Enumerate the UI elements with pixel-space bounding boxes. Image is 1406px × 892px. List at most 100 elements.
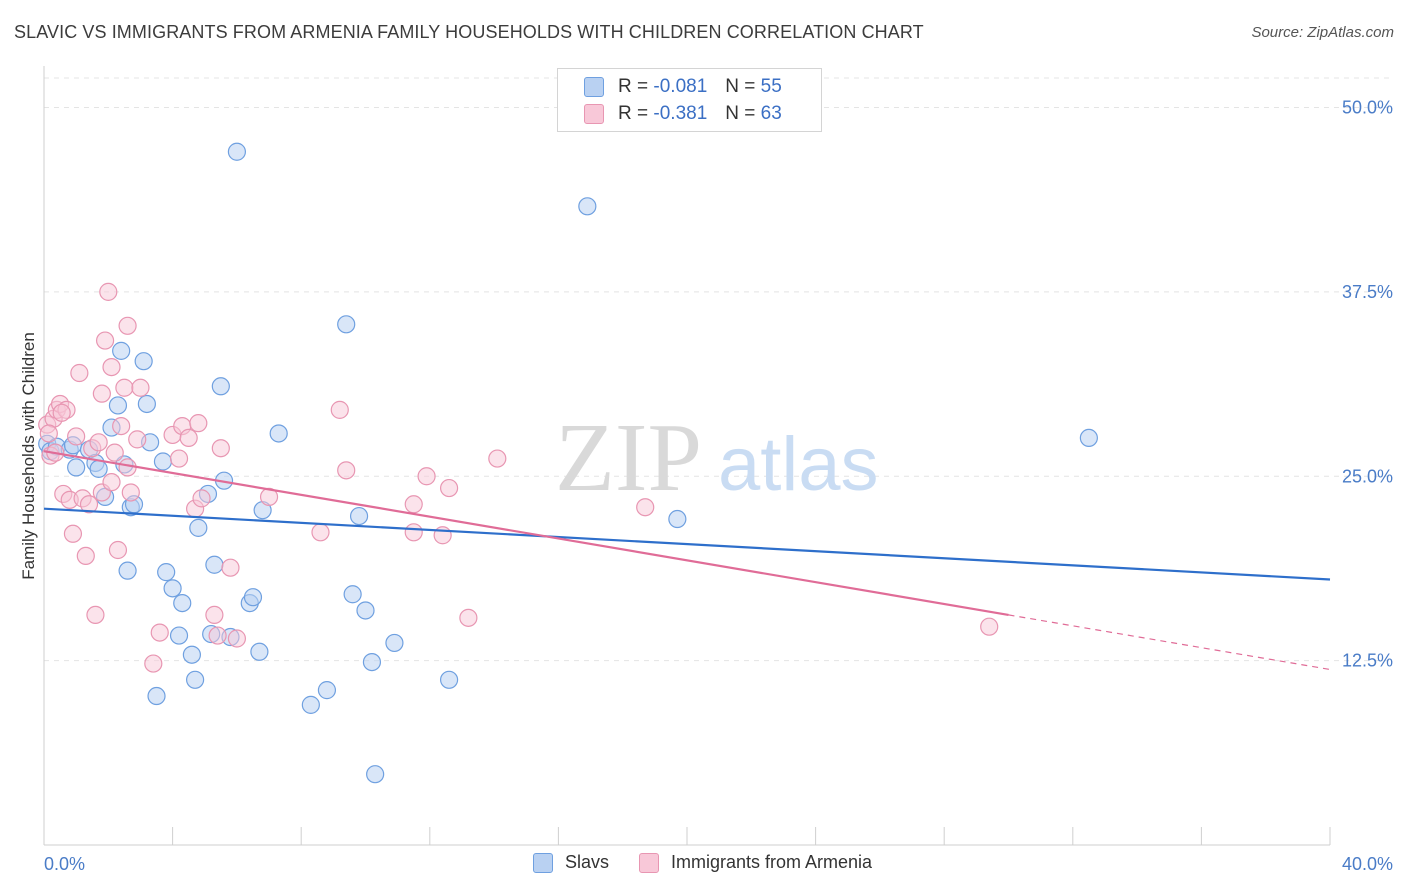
point-armenia[interactable] <box>92 384 111 403</box>
point-armenia[interactable] <box>121 483 140 502</box>
point-slavs[interactable] <box>366 765 385 784</box>
point-armenia[interactable] <box>118 316 137 335</box>
point-armenia[interactable] <box>86 605 105 625</box>
point-armenia[interactable] <box>488 449 507 468</box>
point-slavs[interactable] <box>205 555 224 574</box>
point-armenia[interactable] <box>105 443 124 462</box>
point-armenia[interactable] <box>417 467 436 486</box>
point-armenia[interactable] <box>439 478 459 498</box>
point-armenia[interactable] <box>99 282 118 301</box>
legend-n-label: N = <box>725 76 756 97</box>
point-armenia[interactable] <box>128 430 147 449</box>
point-armenia[interactable] <box>208 626 227 645</box>
point-slavs[interactable] <box>137 394 156 414</box>
point-slavs[interactable] <box>385 633 404 653</box>
point-armenia[interactable] <box>95 331 115 350</box>
point-slavs[interactable] <box>301 695 320 714</box>
point-armenia[interactable] <box>63 524 83 543</box>
point-slavs[interactable] <box>243 588 263 607</box>
y-tick-label: 50.0% <box>1342 98 1393 118</box>
point-armenia[interactable] <box>102 473 121 492</box>
point-armenia[interactable] <box>221 558 240 577</box>
point-armenia[interactable] <box>70 363 89 383</box>
point-armenia[interactable] <box>115 378 134 397</box>
point-slavs[interactable] <box>578 197 597 216</box>
point-slavs[interactable] <box>1079 428 1098 447</box>
point-armenia[interactable] <box>330 400 349 419</box>
legend-item-slavs[interactable]: Slavs <box>533 852 609 873</box>
point-armenia[interactable] <box>76 546 95 566</box>
point-slavs[interactable] <box>169 626 189 645</box>
legend-row-armenia: R = -0.381 N = 63 <box>584 101 782 127</box>
x-tick-max: 40.0% <box>1342 854 1393 874</box>
point-slavs[interactable] <box>186 670 205 689</box>
point-armenia[interactable] <box>67 427 86 446</box>
point-armenia[interactable] <box>205 605 224 625</box>
point-slavs[interactable] <box>67 458 86 477</box>
point-slavs[interactable] <box>227 142 246 161</box>
point-armenia[interactable] <box>79 495 99 514</box>
legend-label-armenia: Immigrants from Armenia <box>671 852 873 872</box>
axes: 12.5% 25.0% 37.5% 50.0% <box>43 66 1393 846</box>
point-armenia[interactable] <box>189 414 208 433</box>
point-slavs[interactable] <box>317 681 337 700</box>
point-slavs[interactable] <box>356 601 375 620</box>
y-tick-label: 12.5% <box>1342 651 1393 671</box>
point-armenia[interactable] <box>404 523 423 542</box>
point-armenia[interactable] <box>169 449 189 468</box>
point-armenia[interactable] <box>980 617 999 636</box>
point-armenia[interactable] <box>227 629 246 648</box>
point-slavs[interactable] <box>108 396 128 415</box>
point-armenia[interactable] <box>52 403 71 422</box>
point-slavs[interactable] <box>668 509 687 529</box>
point-armenia[interactable] <box>89 433 108 452</box>
point-slavs[interactable] <box>439 670 459 689</box>
point-armenia[interactable] <box>150 623 169 642</box>
point-slavs[interactable] <box>163 579 182 598</box>
point-armenia[interactable] <box>459 608 478 627</box>
point-armenia[interactable] <box>144 654 163 673</box>
point-armenia[interactable] <box>192 489 211 508</box>
legend-n-value-slavs: 55 <box>760 76 782 97</box>
point-slavs[interactable] <box>269 424 288 443</box>
point-slavs[interactable] <box>153 452 173 471</box>
point-armenia[interactable] <box>211 439 230 458</box>
point-slavs[interactable] <box>362 652 382 672</box>
grid-lines <box>44 77 1393 662</box>
point-slavs[interactable] <box>189 518 208 537</box>
point-slavs[interactable] <box>157 563 176 582</box>
point-armenia[interactable] <box>311 523 330 542</box>
point-armenia[interactable] <box>39 424 58 443</box>
point-armenia[interactable] <box>102 358 121 377</box>
point-slavs[interactable] <box>337 315 356 334</box>
point-armenia[interactable] <box>404 495 423 514</box>
point-armenia[interactable] <box>131 378 150 397</box>
legend-item-armenia[interactable]: Immigrants from Armenia <box>639 852 872 873</box>
source-credit: Source: ZipAtlas.com <box>1251 24 1394 41</box>
trend-line-armenia-extension <box>1008 614 1331 671</box>
point-slavs[interactable] <box>182 645 201 664</box>
point-armenia[interactable] <box>179 428 198 447</box>
point-slavs[interactable] <box>211 377 230 396</box>
point-armenia[interactable] <box>108 540 128 560</box>
point-slavs[interactable] <box>173 593 192 613</box>
y-tick-label: 25.0% <box>1342 466 1393 486</box>
y-tick-label: 37.5% <box>1342 282 1393 302</box>
legend-r-label: R = <box>618 103 649 124</box>
point-armenia[interactable] <box>636 498 655 517</box>
point-slavs[interactable] <box>89 459 108 478</box>
y-axis-label: Family Households with Children <box>19 332 38 580</box>
correlation-legend: R = -0.081 N = 55 R = -0.381 N = 63 <box>557 68 822 132</box>
point-slavs[interactable] <box>147 686 166 706</box>
point-slavs[interactable] <box>250 642 269 661</box>
point-slavs[interactable] <box>134 352 153 371</box>
point-slavs[interactable] <box>343 585 362 604</box>
legend-swatch-slavs <box>533 852 553 873</box>
point-armenia[interactable] <box>112 417 131 436</box>
point-slavs[interactable] <box>349 506 369 526</box>
legend-swatch-armenia <box>639 852 660 873</box>
point-armenia[interactable] <box>337 461 356 480</box>
point-slavs[interactable] <box>112 341 131 360</box>
point-slavs[interactable] <box>118 561 137 580</box>
